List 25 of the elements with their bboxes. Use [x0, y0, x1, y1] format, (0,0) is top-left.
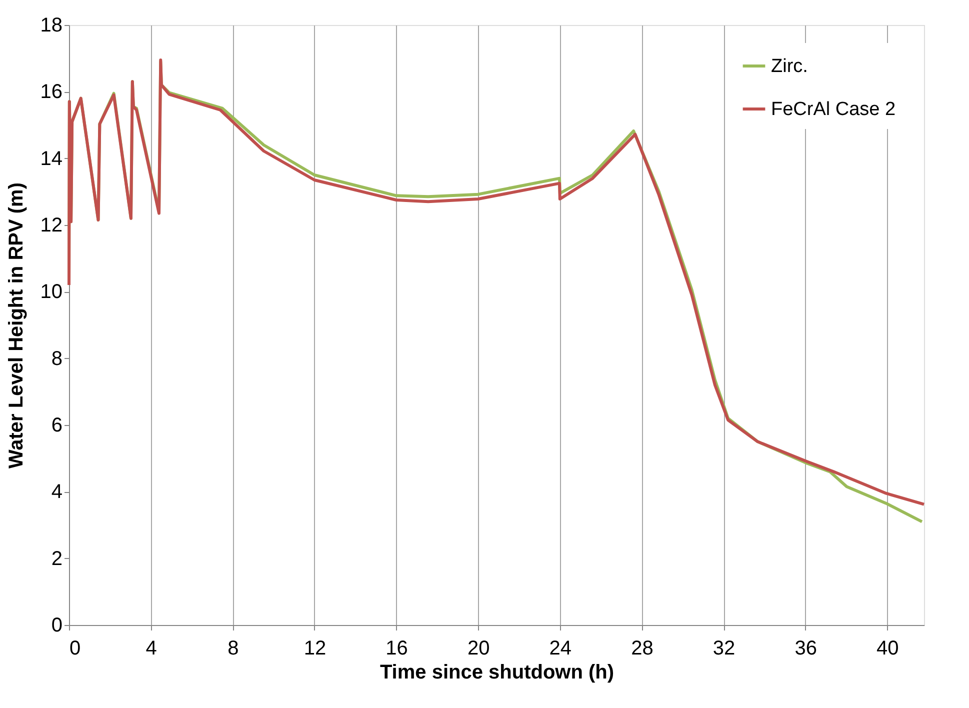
- y-tick-label: 18: [40, 14, 62, 36]
- y-tick-label: 2: [51, 548, 62, 570]
- y-tick-label: 4: [51, 481, 62, 504]
- y-tick-label: 8: [51, 348, 62, 370]
- y-tick-label: 6: [51, 414, 62, 436]
- x-tick-label: 12: [304, 638, 326, 660]
- x-tick-label: 0: [70, 638, 81, 660]
- x-tick-label: 28: [631, 638, 654, 660]
- x-tick-label: 20: [467, 638, 490, 660]
- y-tick-label: 16: [40, 81, 62, 104]
- y-tick-label: 14: [40, 148, 62, 170]
- legend-label: FeCrAl Case 2: [771, 99, 896, 120]
- x-tick-label: 36: [794, 638, 817, 660]
- x-axis-title: Time since shutdown (h): [380, 662, 614, 684]
- y-tick-label: 12: [40, 214, 62, 236]
- x-tick-label: 8: [228, 638, 239, 660]
- legend-label: Zirc.: [771, 56, 808, 77]
- y-tick-label: 0: [51, 614, 62, 636]
- x-tick-label: 4: [146, 638, 157, 660]
- x-tick-label: 40: [876, 638, 899, 660]
- y-tick-label: 10: [40, 281, 62, 304]
- x-tick-label: 24: [549, 638, 572, 660]
- x-tick-label: 32: [712, 638, 736, 660]
- x-tick-label: 16: [386, 638, 408, 660]
- y-axis-title: Water Level Height in RPV (m): [5, 182, 28, 468]
